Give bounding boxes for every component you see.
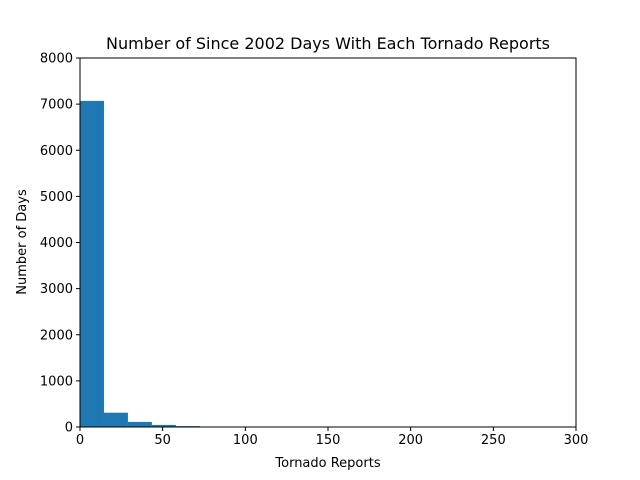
chart-title: Number of Since 2002 Days With Each Torn… [106,34,550,53]
x-tick-label-1: 50 [154,433,171,448]
x-axis-label: Tornado Reports [274,456,380,471]
x-tick-label-4: 200 [398,433,423,448]
x-tick-label-3: 150 [316,433,341,448]
y-tick-label-7: 7000 [40,98,73,113]
y-axis-label: Number of Days [15,189,30,295]
x-tick-label-6: 300 [564,433,589,448]
y-tick-label-6: 6000 [40,144,73,159]
y-tick-label-2: 2000 [40,328,73,343]
histogram-bar-2 [127,421,152,427]
x-tick-label-5: 250 [481,433,506,448]
bars-group [80,100,560,428]
histogram-bar-1 [103,412,128,427]
y-tick-label-5: 5000 [40,190,73,205]
x-tick-label-2: 100 [233,433,258,448]
histogram-bar-0 [80,100,104,428]
histogram-bar-3 [151,424,176,427]
y-tick-label-3: 3000 [40,282,73,297]
y-tick-label-4: 4000 [40,236,73,251]
plot-frame [79,57,577,428]
y-tick-label-8: 8000 [40,52,73,67]
y-tick-label-0: 0 [65,421,73,436]
y-axis-ticks: 0 1000 2000 3000 4000 5000 6000 7000 8000 [40,52,80,436]
y-tick-label-1: 1000 [40,374,73,389]
x-tick-label-0: 0 [76,433,84,448]
x-axis-ticks: 0 50 100 150 200 250 300 [76,427,589,448]
